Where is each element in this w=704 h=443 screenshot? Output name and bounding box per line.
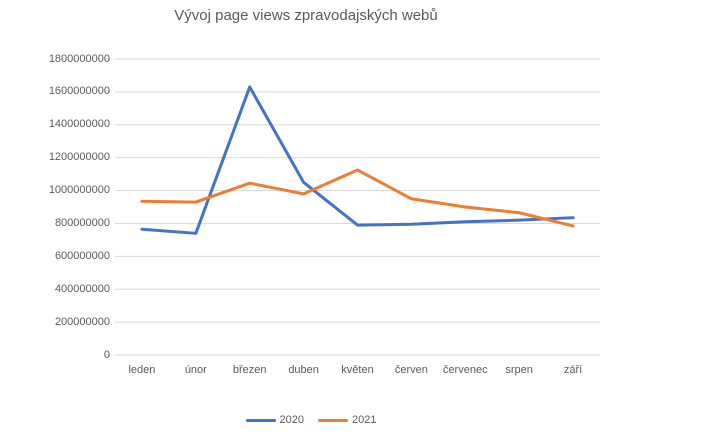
y-axis-label: 1200000000 [48,151,110,164]
x-axis-label: září [563,364,583,376]
x-axis-label: červenec [442,364,488,376]
series-line-2021 [140,168,575,228]
y-axis-label: 400000000 [54,282,110,295]
legend-label-2021: 2021 [352,414,377,426]
legend-label-2020: 2020 [279,414,304,426]
chart-legend: 2020 2021 [0,414,622,426]
legend-line-swatch-2020 [245,418,276,422]
x-axis-label: květen [341,364,374,376]
y-axis-label: 200000000 [54,315,110,328]
legend-item-2020: 2020 [245,414,304,426]
y-axis-label: 0 [103,348,110,361]
series-line-2020 [140,85,575,235]
y-axis-label: 800000000 [54,216,110,229]
x-axis-label: březen [232,364,267,376]
x-axis-label: únor [184,364,207,376]
x-axis-label: srpen [505,364,533,376]
y-axis-label: 600000000 [54,249,110,262]
legend-line-swatch-2021 [318,418,348,422]
chart-title: Vývoj page views zpravodajských webů [174,7,438,24]
x-axis-label: duben [288,364,319,376]
legend-item-2021: 2021 [318,414,376,426]
y-axis-label: 1000000000 [48,184,110,197]
y-axis-label: 1600000000 [48,85,110,98]
x-axis-label: červen [394,364,428,376]
y-axis-label: 1400000000 [48,118,110,131]
x-axis-label: leden [128,364,156,376]
y-axis-label: 1800000000 [48,52,110,65]
